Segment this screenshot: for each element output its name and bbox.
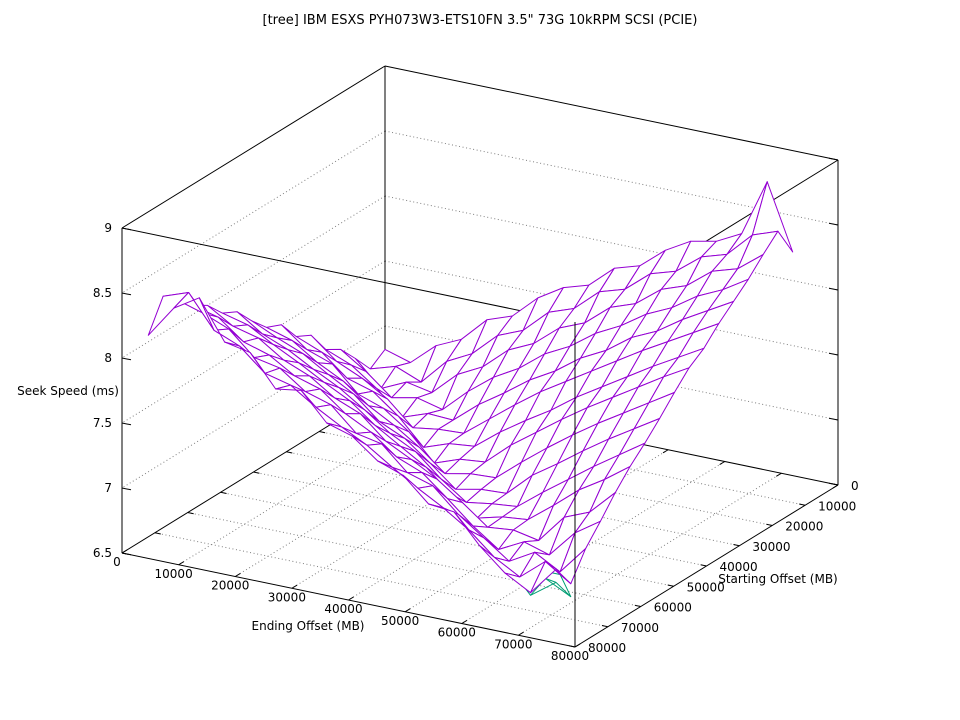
svg-text:8.5: 8.5 <box>93 286 112 300</box>
x-axis-label: Ending Offset (MB) <box>251 619 365 633</box>
svg-text:7: 7 <box>104 481 112 495</box>
svg-text:60000: 60000 <box>654 601 692 615</box>
svg-text:30000: 30000 <box>752 540 790 554</box>
svg-text:70000: 70000 <box>621 621 659 635</box>
svg-text:40000: 40000 <box>720 560 758 574</box>
y-axis-label: Starting Offset (MB) <box>718 572 838 586</box>
svg-text:20000: 20000 <box>785 520 823 534</box>
svg-text:9: 9 <box>104 221 112 235</box>
svg-text:0: 0 <box>851 479 859 493</box>
svg-text:50000: 50000 <box>687 580 725 594</box>
chart-title: [tree] IBM ESXS PYH073W3-ETS10FN 3.5" 73… <box>262 13 698 28</box>
svg-text:70000: 70000 <box>494 637 532 651</box>
svg-text:80000: 80000 <box>588 641 626 655</box>
svg-text:6.5: 6.5 <box>93 546 112 560</box>
svg-text:10000: 10000 <box>818 499 856 513</box>
svg-text:7.5: 7.5 <box>93 416 112 430</box>
svg-text:0: 0 <box>113 555 121 569</box>
svg-text:60000: 60000 <box>438 626 476 640</box>
svg-text:40000: 40000 <box>324 602 362 616</box>
svg-text:10000: 10000 <box>155 567 193 581</box>
svg-text:30000: 30000 <box>268 590 306 604</box>
svg-text:20000: 20000 <box>211 579 249 593</box>
svg-text:80000: 80000 <box>551 649 589 663</box>
z-axis-label: Seek Speed (ms) <box>17 384 119 398</box>
svg-text:50000: 50000 <box>381 614 419 628</box>
svg-text:8: 8 <box>104 351 112 365</box>
